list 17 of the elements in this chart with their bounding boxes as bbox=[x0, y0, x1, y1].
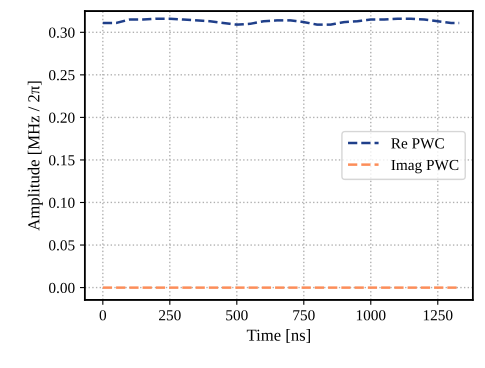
y-tick-label: 0.25 bbox=[49, 70, 75, 80]
x-tick-label: 250 bbox=[159, 310, 181, 320]
y-tick-label: 0.00 bbox=[49, 282, 75, 294]
x-tick-label: 750 bbox=[293, 310, 315, 320]
y-tick-label: 0.30 bbox=[49, 27, 75, 38]
y-tick-label: 0.15 bbox=[49, 155, 75, 166]
x-tick-label: 1250 bbox=[424, 310, 452, 320]
y-axis-title: Amplitude [MHz / 2π] bbox=[28, 81, 43, 231]
y-tick-label: 0.05 bbox=[49, 240, 75, 251]
y-tick-label: 0.20 bbox=[49, 112, 75, 123]
y-tick-label: 0.10 bbox=[49, 198, 75, 208]
x-tick-label: 500 bbox=[226, 310, 248, 320]
x-tick-label: 1000 bbox=[356, 310, 386, 320]
x-axis-title: Time [ns] bbox=[246, 329, 310, 343]
legend-label: Imag PWC bbox=[391, 160, 458, 174]
legend-label: Re PWC bbox=[391, 138, 444, 149]
x-tick-label: 0 bbox=[100, 310, 106, 320]
